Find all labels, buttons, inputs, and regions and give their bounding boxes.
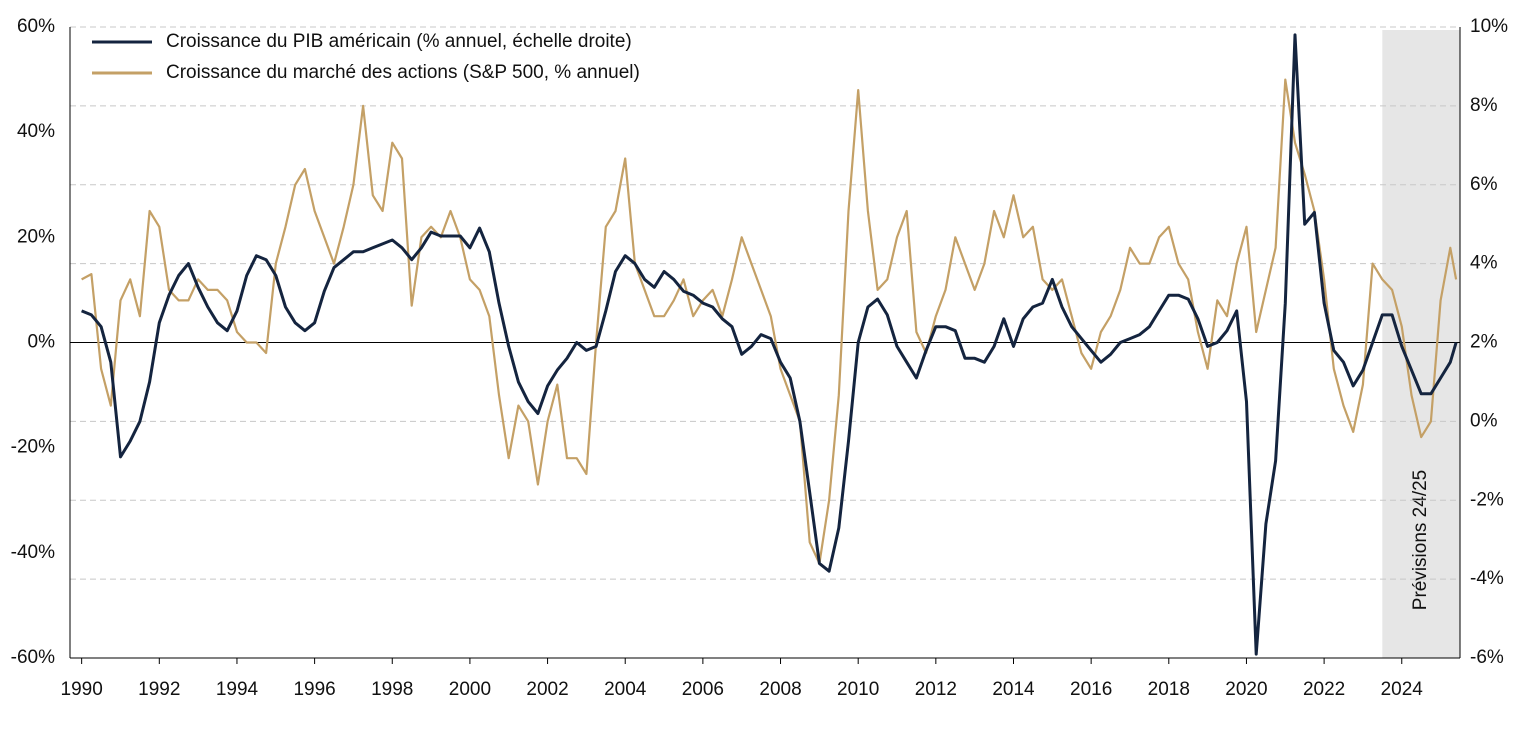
y2-tick-label: -6% xyxy=(1470,647,1504,668)
x-tick-label: 2000 xyxy=(449,679,491,700)
y-tick-label: -60% xyxy=(11,647,55,668)
x-tick-label: 2020 xyxy=(1225,679,1267,700)
y2-tick-label: 6% xyxy=(1470,174,1498,195)
series-line xyxy=(81,78,1458,565)
y2-tick-label: 10% xyxy=(1470,16,1508,37)
forecast-label: Prévisions 24/25 xyxy=(1410,470,1431,610)
x-tick-label: 2008 xyxy=(759,679,801,700)
y-tick-label: 20% xyxy=(17,226,55,247)
y2-tick-label: 4% xyxy=(1470,253,1498,274)
x-tick-label: 2012 xyxy=(915,679,957,700)
y-tick-label: 0% xyxy=(28,332,56,353)
legend-label: Croissance du PIB américain (% annuel, é… xyxy=(166,31,632,52)
legend-label: Croissance du marché des actions (S&P 50… xyxy=(166,62,640,83)
x-tick-label: 2022 xyxy=(1303,679,1345,700)
x-tick-label: 1990 xyxy=(61,679,103,700)
x-tick-label: 1996 xyxy=(293,679,335,700)
x-tick-label: 2002 xyxy=(526,679,568,700)
y2-tick-label: 0% xyxy=(1470,410,1498,431)
y-tick-label: 40% xyxy=(17,121,55,142)
y-tick-label: 60% xyxy=(17,16,55,37)
x-tick-label: 1992 xyxy=(138,679,180,700)
y2-tick-label: -2% xyxy=(1470,489,1504,510)
forecast-band xyxy=(1382,30,1460,658)
x-tick-label: 2006 xyxy=(682,679,724,700)
y-tick-label: -20% xyxy=(11,437,55,458)
y2-tick-label: -4% xyxy=(1470,568,1504,589)
y-tick-label: -40% xyxy=(11,542,55,563)
x-tick-label: 2024 xyxy=(1381,679,1424,700)
x-tick-label: 2016 xyxy=(1070,679,1112,700)
x-tick-label: 1998 xyxy=(371,679,413,700)
x-tick-label: 2014 xyxy=(992,679,1035,700)
series-line xyxy=(81,33,1458,656)
x-tick-label: 1994 xyxy=(216,679,259,700)
y2-tick-label: 8% xyxy=(1470,95,1498,116)
x-tick-label: 2004 xyxy=(604,679,647,700)
y2-tick-label: 2% xyxy=(1470,332,1498,353)
x-tick-label: 2018 xyxy=(1148,679,1190,700)
x-tick-label: 2010 xyxy=(837,679,879,700)
